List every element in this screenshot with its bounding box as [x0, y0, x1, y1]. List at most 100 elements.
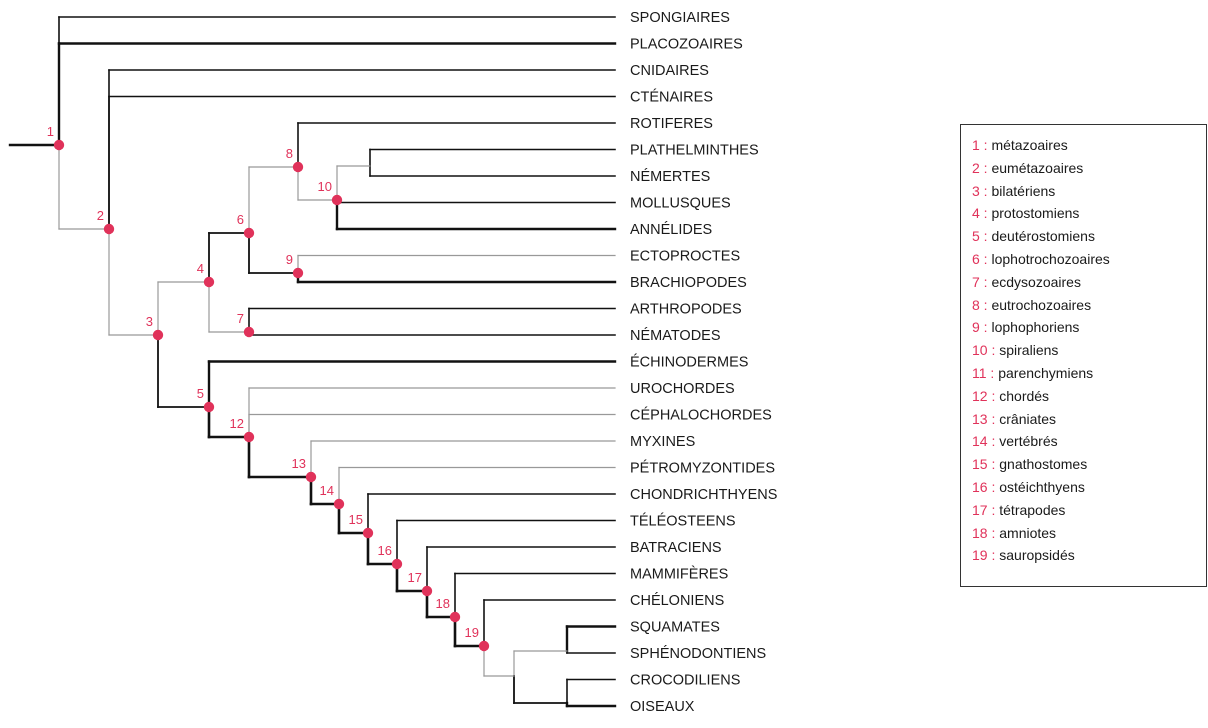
legend-separator: :: [979, 159, 992, 176]
legend-clade-name: crâniates: [999, 410, 1057, 427]
legend-number: 11: [972, 364, 987, 381]
node-number-14: 14: [320, 483, 334, 498]
legend-clade-name: gnathostomes: [999, 456, 1088, 473]
node-dot-13: [305, 471, 317, 483]
node-dot-16: [391, 558, 403, 570]
node-dot-2: [103, 223, 115, 235]
phylogenetic-tree: 10 8 9 6 7 4 19 18 17 16 15 14 13 12 5 3 2 1 SPONGIAIRES P…: [8, 10, 777, 715]
node-number-1: 1: [47, 124, 54, 139]
legend-clade-name: chordés: [999, 387, 1050, 404]
taxon-label-brachiopodes: BRACHIOPODES: [630, 275, 747, 291]
legend-separator: :: [979, 137, 992, 153]
legend-row: 4 : protostomiens: [972, 202, 1206, 225]
legend-separator: :: [987, 387, 1000, 404]
legend-number: 10: [972, 342, 988, 359]
legend-number: 16: [972, 478, 988, 495]
taxon-label-cheloniens: CHÉLONIENS: [630, 592, 724, 609]
node-dot-19: [478, 640, 490, 652]
node-dot-9: [292, 267, 304, 279]
legend-row: 13 : crâniates: [972, 408, 1206, 431]
taxon-label-rotiferes: ROTIFERES: [630, 116, 713, 132]
node-number-16: 16: [378, 543, 392, 558]
legend-separator: :: [979, 250, 992, 267]
taxon-label-cnidaires: CNIDAIRES: [630, 63, 709, 79]
legend-row: 12 : chordés: [972, 385, 1206, 408]
taxon-label-nemertes: NÉMERTES: [630, 168, 710, 185]
legend-row: 7 : ecdysozoaires: [972, 271, 1206, 294]
legend-row: 6 : lophotrochozoaires: [972, 248, 1206, 271]
legend-separator: :: [987, 501, 1000, 518]
node-number-4: 4: [197, 261, 204, 276]
taxon-label-plathelminthes: PLATHELMINTHES: [630, 143, 759, 159]
node-number-10: 10: [318, 179, 332, 194]
node-dot-6: [243, 227, 255, 239]
legend-row: 5 : deutérostomiens: [972, 225, 1206, 248]
tree-branches: [8, 16, 617, 708]
node-number-7: 7: [237, 311, 244, 326]
legend-row: 11 : parenchymiens: [972, 362, 1206, 385]
legend-number: 18: [972, 524, 988, 541]
node-number-18: 18: [436, 596, 450, 611]
legend-clade-name: deutérostomiens: [991, 228, 1095, 245]
legend-separator: :: [987, 547, 1000, 564]
legend-number: 13: [972, 410, 988, 427]
node-dot-12: [243, 431, 255, 443]
taxon-label-ctenaires: CTÉNAIRES: [630, 89, 713, 106]
legend-separator: :: [987, 478, 1000, 495]
legend-number: 7: [972, 273, 980, 290]
taxon-label-sphenodontiens: SPHÉNODONTIENS: [630, 645, 766, 662]
taxon-label-batraciens: BATRACIENS: [630, 540, 722, 556]
taxon-label-chondrichthyens: CHONDRICHTHYENS: [630, 487, 777, 503]
legend-separator: :: [979, 205, 992, 222]
node-number-2: 2: [97, 208, 104, 223]
node-dot-1: [53, 139, 65, 151]
legend-number: 4: [972, 205, 980, 222]
node-number-9: 9: [286, 252, 293, 267]
taxon-label-mammiferes: MAMMIFÈRES: [630, 566, 728, 583]
node-dot-4: [203, 276, 215, 288]
legend-separator: :: [987, 342, 1000, 359]
legend-number: 15: [972, 456, 988, 473]
legend-number: 5: [972, 228, 980, 245]
legend-number: 1: [972, 137, 980, 153]
legend-row: 18 : amniotes: [972, 522, 1206, 545]
legend-row: 9 : lophophoriens: [972, 316, 1206, 339]
taxon-labels: SPONGIAIRES PLACOZOAIRES CNIDAIRES CTÉNAIRE…: [630, 10, 777, 715]
node-number-17: 17: [408, 570, 422, 585]
taxon-label-spongiaires: SPONGIAIRES: [630, 10, 730, 26]
legend-separator: :: [979, 182, 992, 199]
legend-clade-name: spiraliens: [999, 342, 1059, 359]
legend-row: 19 : sauropsidés: [972, 544, 1206, 567]
legend-clade-name: tétrapodes: [999, 501, 1066, 518]
legend-separator: :: [987, 433, 1000, 450]
legend-separator: :: [979, 296, 992, 313]
legend-number: 19: [972, 547, 988, 564]
node-dot-5: [203, 401, 215, 413]
legend-clade-name: lophotrochozoaires: [991, 250, 1110, 267]
legend-number: 12: [972, 387, 988, 404]
taxon-label-crocodiliens: CROCODILIENS: [630, 673, 740, 689]
taxon-label-mollusques: MOLLUSQUES: [630, 196, 731, 212]
node-number-12: 12: [230, 416, 244, 431]
node-legend: 1 : métazoaires 2 : eumétazoaires 3 : bila…: [960, 124, 1207, 587]
taxon-label-echinodermes: ÉCHINODERMES: [630, 354, 748, 371]
legend-number: 9: [972, 319, 980, 336]
node-dot-17: [421, 585, 433, 597]
taxon-label-urochordes: UROCHORDES: [630, 381, 735, 397]
node-number-8: 8: [286, 146, 293, 161]
legend-number: 2: [972, 159, 980, 176]
node-dot-7: [243, 326, 255, 338]
node-dot-3: [152, 329, 164, 341]
legend-clade-name: parenchymiens: [998, 364, 1094, 381]
node-number-3: 3: [146, 314, 153, 329]
node-number-19: 19: [465, 625, 479, 640]
node-number-15: 15: [349, 512, 363, 527]
legend-number: 14: [972, 433, 988, 450]
legend-clade-name: lophophoriens: [991, 319, 1080, 336]
legend-number: 8: [972, 296, 980, 313]
taxon-label-teleosteens: TÉLÉOSTEENS: [630, 513, 736, 530]
taxon-label-myxines: MYXINES: [630, 434, 695, 450]
legend-row: 15 : gnathostomes: [972, 453, 1206, 476]
legend-clade-name: protostomiens: [991, 205, 1080, 222]
legend-clade-name: ecdysozoaires: [991, 273, 1081, 290]
